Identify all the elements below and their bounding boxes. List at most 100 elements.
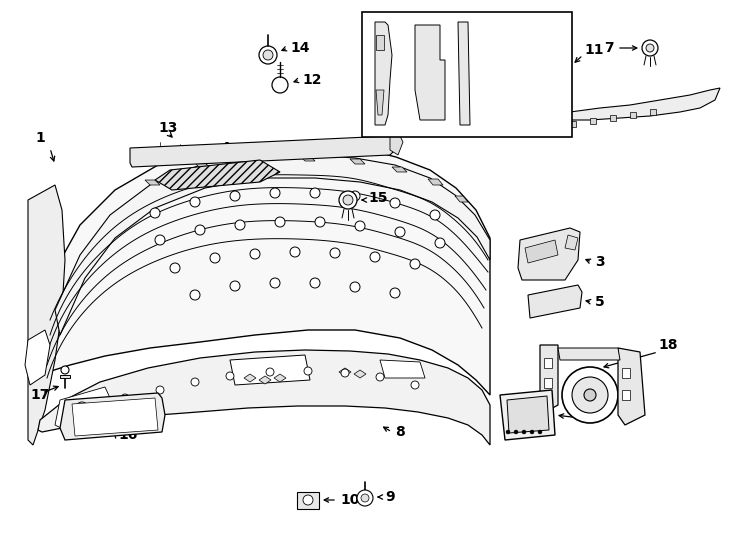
Circle shape <box>584 389 596 401</box>
Circle shape <box>230 191 240 201</box>
Polygon shape <box>500 390 555 440</box>
Polygon shape <box>622 390 630 400</box>
Circle shape <box>341 369 349 377</box>
Circle shape <box>304 367 312 375</box>
Polygon shape <box>392 167 407 172</box>
Polygon shape <box>570 121 576 127</box>
Polygon shape <box>274 374 286 382</box>
Circle shape <box>435 238 445 248</box>
Circle shape <box>646 44 654 52</box>
Polygon shape <box>248 156 263 161</box>
Circle shape <box>642 40 658 56</box>
Circle shape <box>95 411 105 421</box>
Polygon shape <box>380 360 425 378</box>
Polygon shape <box>38 350 490 445</box>
Polygon shape <box>544 378 552 388</box>
Circle shape <box>522 430 526 434</box>
Polygon shape <box>622 368 630 378</box>
Polygon shape <box>458 22 470 125</box>
Polygon shape <box>244 374 256 382</box>
Circle shape <box>94 403 102 411</box>
Polygon shape <box>60 375 70 378</box>
Polygon shape <box>544 358 552 368</box>
Polygon shape <box>376 35 384 50</box>
Text: 2: 2 <box>583 411 593 425</box>
Circle shape <box>390 198 400 208</box>
Circle shape <box>355 221 365 231</box>
Circle shape <box>572 377 608 413</box>
Circle shape <box>303 495 313 505</box>
Circle shape <box>330 248 340 258</box>
Circle shape <box>339 191 357 209</box>
Polygon shape <box>507 396 549 433</box>
Circle shape <box>275 217 285 227</box>
Polygon shape <box>630 112 636 118</box>
Circle shape <box>350 191 360 201</box>
Circle shape <box>390 288 400 298</box>
Polygon shape <box>339 368 351 376</box>
Text: 4: 4 <box>220 141 230 155</box>
Text: 12: 12 <box>302 73 321 87</box>
Polygon shape <box>530 110 552 125</box>
Circle shape <box>156 386 164 394</box>
Polygon shape <box>102 401 114 409</box>
Circle shape <box>121 394 129 402</box>
Polygon shape <box>354 370 366 378</box>
Circle shape <box>191 378 199 386</box>
Circle shape <box>170 263 180 273</box>
Polygon shape <box>428 179 443 185</box>
Circle shape <box>76 421 88 433</box>
Polygon shape <box>130 136 396 167</box>
Text: 8: 8 <box>395 425 404 439</box>
Circle shape <box>190 197 200 207</box>
Polygon shape <box>55 387 110 430</box>
Circle shape <box>210 253 220 263</box>
Circle shape <box>150 208 160 218</box>
Circle shape <box>272 77 288 93</box>
Polygon shape <box>376 90 384 115</box>
Polygon shape <box>145 180 160 185</box>
Circle shape <box>259 46 277 64</box>
Polygon shape <box>375 22 392 125</box>
Circle shape <box>155 235 165 245</box>
Bar <box>297 492 319 509</box>
Polygon shape <box>300 156 315 161</box>
Circle shape <box>395 227 405 237</box>
Text: 10: 10 <box>340 493 360 507</box>
Polygon shape <box>550 124 556 130</box>
Text: 11: 11 <box>584 43 603 57</box>
Circle shape <box>270 188 280 198</box>
Text: 15: 15 <box>368 191 388 205</box>
Circle shape <box>266 368 274 376</box>
Polygon shape <box>610 115 616 121</box>
Polygon shape <box>230 355 310 385</box>
Circle shape <box>61 366 69 374</box>
Circle shape <box>357 490 373 506</box>
Polygon shape <box>540 345 558 415</box>
Polygon shape <box>650 109 656 114</box>
Circle shape <box>226 372 234 380</box>
Circle shape <box>530 430 534 434</box>
Polygon shape <box>525 240 558 263</box>
Polygon shape <box>60 393 165 440</box>
Circle shape <box>310 278 320 288</box>
Circle shape <box>506 430 510 434</box>
Polygon shape <box>350 159 365 164</box>
Circle shape <box>310 188 320 198</box>
Polygon shape <box>390 136 403 155</box>
Text: 7: 7 <box>604 41 614 55</box>
Polygon shape <box>518 228 580 280</box>
Text: 1: 1 <box>35 131 45 145</box>
Circle shape <box>195 225 205 235</box>
Circle shape <box>315 217 325 227</box>
Circle shape <box>514 430 518 434</box>
Text: 16: 16 <box>118 428 137 442</box>
Circle shape <box>290 247 300 257</box>
Circle shape <box>343 195 353 205</box>
Circle shape <box>190 290 200 300</box>
Polygon shape <box>28 185 65 445</box>
Polygon shape <box>155 160 280 190</box>
Circle shape <box>235 220 245 230</box>
Text: 3: 3 <box>595 255 605 269</box>
Circle shape <box>411 381 419 389</box>
